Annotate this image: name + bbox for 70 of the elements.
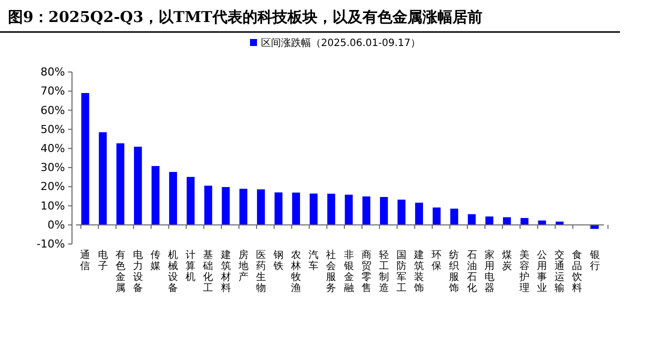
- bar: [538, 220, 546, 225]
- bar: [327, 194, 336, 225]
- y-tick-label: 30%: [40, 161, 65, 174]
- bar: [362, 196, 370, 225]
- x-tick-label: 房地产: [237, 249, 248, 283]
- y-tick-label: 10%: [40, 199, 65, 212]
- x-tick-label: 电子: [98, 249, 108, 272]
- x-tick-label: 医药生物: [256, 250, 266, 294]
- bar: [432, 208, 441, 225]
- bar: [344, 194, 353, 225]
- bar: [204, 186, 212, 225]
- bar: [274, 192, 282, 225]
- bar: [380, 196, 388, 225]
- y-tick-label: 50%: [40, 122, 65, 136]
- x-tick-label: 机械设备: [168, 249, 178, 294]
- chart-title: 图9：2025Q2-Q3，以TMT代表的科技板块，以及有色金属涨幅居前: [8, 8, 482, 26]
- bar: [520, 218, 528, 225]
- bar: [98, 132, 107, 225]
- x-tick-label: 钢铁: [272, 250, 284, 272]
- x-tick-label: 传媒: [150, 250, 161, 272]
- x-tick-label: 建筑装饰: [413, 249, 424, 294]
- x-tick-label: 社会服务: [326, 249, 336, 294]
- bar: [186, 176, 195, 225]
- x-tick-label: 国防军工: [396, 250, 406, 294]
- y-tick-label: 0%: [48, 218, 65, 232]
- bar: [485, 216, 494, 225]
- x-tick-label: 有色金属: [115, 249, 126, 294]
- bar: [169, 172, 178, 225]
- bar: [152, 166, 160, 225]
- bar: [256, 189, 265, 225]
- x-tick-label: 煤炭: [502, 249, 512, 272]
- y-tick-label: 40%: [40, 142, 65, 155]
- x-tick-label: 非银金融: [342, 249, 354, 294]
- x-tick-label: 建筑材料: [220, 249, 231, 294]
- x-tick-label: 食品饮料: [571, 249, 582, 294]
- y-tick-label: 80%: [40, 66, 65, 79]
- x-tick-label: 通信: [80, 249, 90, 272]
- bar: [450, 208, 458, 225]
- bar: [116, 143, 124, 225]
- bar: [556, 222, 564, 225]
- x-tick-label: 轻工制造: [378, 249, 389, 294]
- x-tick-label: 银行: [588, 250, 600, 272]
- x-tick-label: 美容护理: [518, 249, 530, 294]
- bar: [310, 194, 318, 225]
- bar: [292, 192, 300, 225]
- bar: [81, 93, 90, 225]
- x-tick-label: 环保: [432, 250, 442, 272]
- bar: [502, 217, 511, 225]
- x-tick-label: 农林牧渔: [290, 250, 302, 294]
- y-tick-label: 60%: [40, 104, 65, 117]
- x-tick-label: 交通运输: [554, 249, 565, 294]
- x-tick-label: 家用电器: [484, 249, 494, 294]
- x-tick-label: 商贸零售: [361, 249, 372, 294]
- bar: [134, 146, 142, 225]
- x-tick-label: 电力设备: [132, 249, 143, 294]
- bar: [239, 188, 248, 225]
- bar: [415, 202, 424, 225]
- x-tick-label: 汽车: [308, 249, 319, 272]
- legend-label: 区间涨跌幅（2025.06.01-09.17）: [261, 37, 420, 49]
- bar: [468, 214, 476, 225]
- x-tick-label: 公用事业: [537, 249, 548, 294]
- y-tick-label: 20%: [40, 180, 65, 194]
- y-tick-label: -10%: [36, 238, 65, 251]
- x-tick-label: 计算机: [186, 249, 196, 283]
- bar: [398, 200, 406, 225]
- y-tick-label: 70%: [40, 84, 65, 98]
- bar: [222, 187, 230, 225]
- x-tick-label: 石油石化: [466, 250, 477, 294]
- x-tick-label: 纺织服饰: [448, 249, 460, 294]
- x-tick-label: 基础化工: [202, 249, 214, 294]
